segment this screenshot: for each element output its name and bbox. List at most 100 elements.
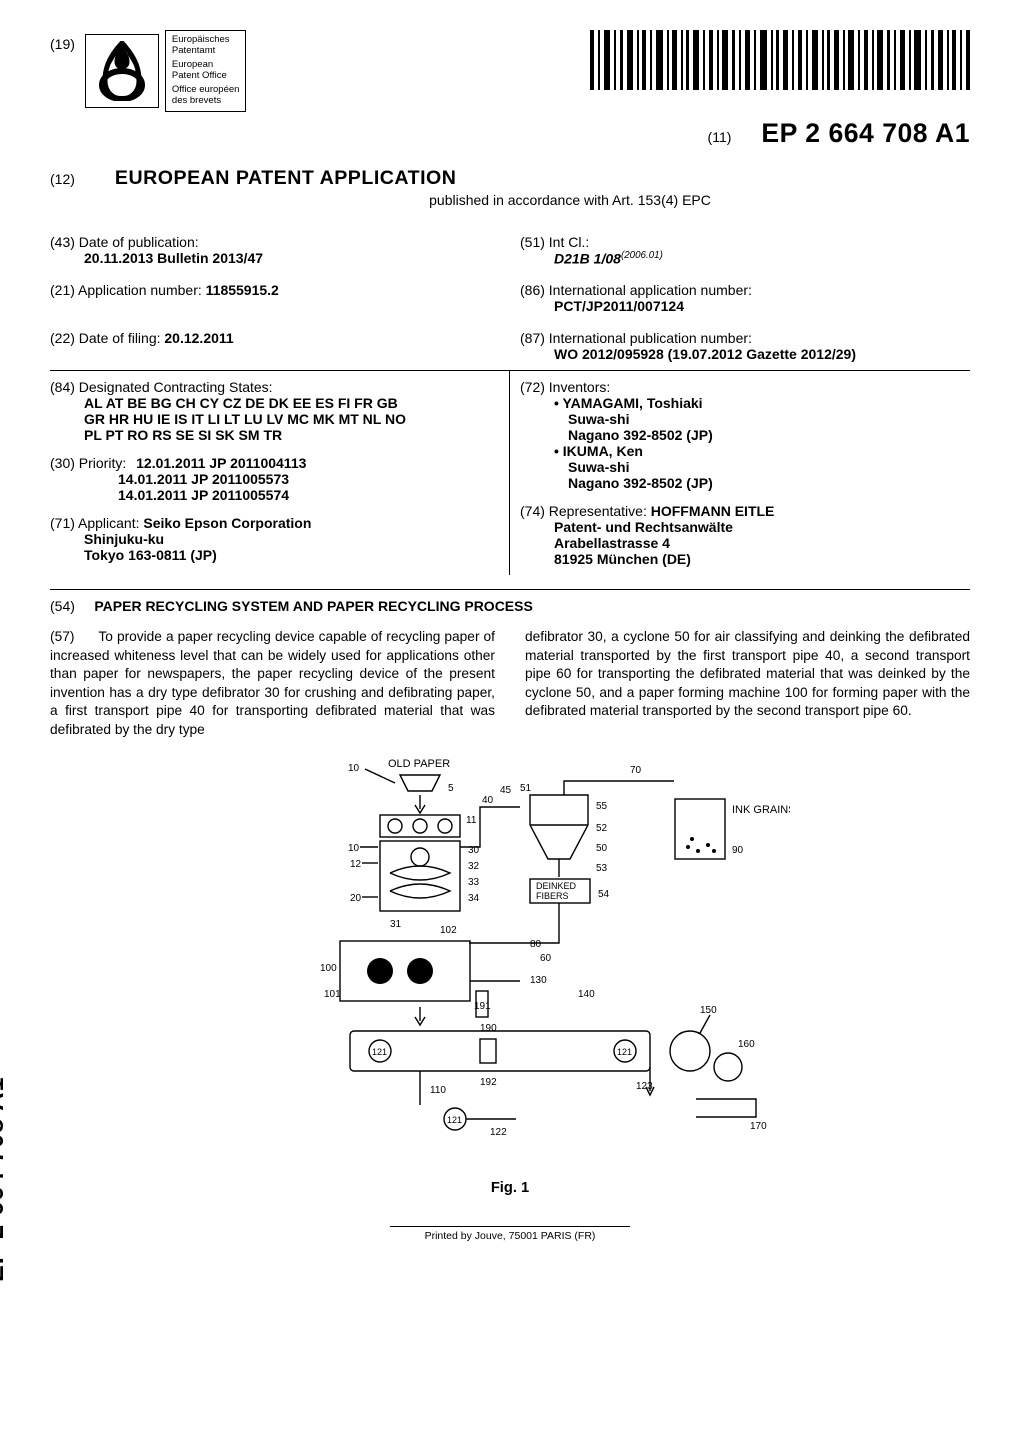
field-43-value: 20.11.2013 Bulletin 2013/47 [84,250,500,266]
header-row: (19) Europäisches Patentamt European Pat… [50,30,970,112]
field-22-value: 20.12.2011 [164,330,233,346]
svg-text:12: 12 [350,859,362,870]
invention-title: PAPER RECYCLING SYSTEM AND PAPER RECYCLI… [94,598,532,614]
field-30-line: 12.01.2011 JP 2011004113 [136,455,306,471]
svg-text:192: 192 [480,1077,497,1088]
svg-text:90: 90 [732,845,744,856]
field-22-label: (22) Date of filing: [50,330,164,346]
svg-text:53: 53 [596,863,608,874]
svg-text:34: 34 [468,893,480,904]
svg-text:110: 110 [430,1085,446,1096]
abstract-col1: To provide a paper recycling device capa… [50,629,495,737]
applicant-addr: Shinjuku-ku [84,531,499,547]
field-86-value: PCT/JP2011/007124 [554,298,970,314]
svg-text:121: 121 [617,1047,632,1057]
svg-text:11: 11 [466,815,477,826]
fig-label: OLD PAPER [388,758,450,770]
svg-text:55: 55 [596,801,608,812]
applicant-addr: Tokyo 163-0811 (JP) [84,547,499,563]
publication-number: EP 2 664 708 A1 [761,118,970,149]
field-86-label: (86) International application number: [520,282,970,298]
figure-1-svg: OLD PAPER 10 5 11 10 12 20 30 32 33 34 3… [230,751,790,1171]
svg-text:102: 102 [440,925,457,936]
abstract-col2: defibrator 30, a cyclone 50 for air clas… [525,629,970,718]
field-87-label: (87) International publication number: [520,330,970,346]
field-54: (54) [50,598,75,614]
field-30-line: 14.01.2011 JP 2011005574 [118,487,499,503]
epo-logo-icon [97,41,147,101]
barcode-icon [590,30,970,90]
svg-text:80: 80 [530,939,542,950]
abstract: To provide a paper recycling device capa… [50,628,970,739]
fig-label: FIBERS [536,891,569,901]
field-43-label: (43) Date of publication: [50,234,500,250]
svg-text:190: 190 [480,1023,497,1034]
printer-footer: Printed by Jouve, 75001 PARIS (FR) [390,1226,630,1242]
inventor-name: YAMAGAMI, Toshiaki [554,395,970,411]
svg-text:122: 122 [490,1127,507,1138]
field-71-label: (71) Applicant: [50,515,143,531]
svg-text:100: 100 [320,963,337,974]
svg-text:32: 32 [468,861,480,872]
svg-text:5: 5 [448,783,454,794]
bibliographic-block: (43) Date of publication: 20.11.2013 Bul… [50,226,970,576]
svg-text:140: 140 [578,989,595,1000]
svg-text:51: 51 [520,783,532,794]
field-21-label: (21) Application number: [50,282,206,298]
field-30-line: 14.01.2011 JP 2011005573 [118,471,499,487]
field-51-label: (51) Int Cl.: [520,234,970,250]
barcode [256,30,970,90]
representative-name: HOFFMANN EITLE [651,503,775,519]
representative-addr: Patent- und Rechtsanwälte [554,519,970,535]
svg-text:33: 33 [468,877,480,888]
publication-number-row: (11) EP 2 664 708 A1 [50,118,970,149]
fig-label: INK GRAINS [732,804,790,816]
epo-line: Patentamt [172,46,240,57]
field-51-value: D21B 1/08 [554,250,621,266]
svg-text:121: 121 [447,1115,462,1125]
svg-text:121: 121 [372,1047,387,1057]
spine-pub-number: EP 2 664 708 A1 [0,1077,10,1282]
svg-text:50: 50 [596,843,608,854]
svg-text:191: 191 [474,1001,491,1012]
field-87-value: WO 2012/095928 (19.07.2012 Gazette 2012/… [554,346,970,362]
field-84-line: PL PT RO RS SE SI SK SM TR [84,427,499,443]
svg-text:52: 52 [596,823,608,834]
inventor-addr: Nagano 392-8502 (JP) [568,427,970,443]
field-11: (11) [708,129,732,145]
svg-text:20: 20 [350,893,362,904]
application-subtitle: published in accordance with Art. 153(4)… [170,192,970,208]
figure-1: OLD PAPER 10 5 11 10 12 20 30 32 33 34 3… [50,751,970,1196]
representative-addr: 81925 München (DE) [554,551,970,567]
svg-text:150: 150 [700,1005,717,1016]
field-84-label: (84) Designated Contracting States: [50,379,499,395]
field-74-label: (74) Representative: [520,503,651,519]
svg-text:31: 31 [390,919,402,930]
svg-text:60: 60 [540,953,552,964]
field-30-label: (30) Priority: [50,455,126,471]
svg-text:40: 40 [482,795,494,806]
figure-caption: Fig. 1 [50,1180,970,1196]
svg-text:123: 123 [636,1081,653,1092]
fig-label: DEINKED [536,881,577,891]
inventor-addr: Suwa-shi [568,411,970,427]
representative-addr: Arabellastrasse 4 [554,535,970,551]
field-21-value: 11855915.2 [206,282,279,298]
epo-line: des brevets [172,96,240,107]
epo-line: Patent Office [172,71,240,82]
svg-text:10: 10 [348,763,360,774]
inventor-addr: Nagano 392-8502 (JP) [568,475,970,491]
inventor-addr: Suwa-shi [568,459,970,475]
svg-text:160: 160 [738,1039,755,1050]
applicant-name: Seiko Epson Corporation [143,515,311,531]
epo-logo [85,34,159,108]
field-51-year: (2006.01) [621,250,663,261]
field-72-label: (72) Inventors: [520,379,970,395]
svg-text:45: 45 [500,785,512,796]
title-row: (12) EUROPEAN PATENT APPLICATION [50,167,970,190]
svg-text:54: 54 [598,889,610,900]
svg-text:130: 130 [530,975,547,986]
svg-text:10: 10 [348,843,360,854]
field-19: (19) [50,30,75,52]
inventor-name: IKUMA, Ken [554,443,970,459]
